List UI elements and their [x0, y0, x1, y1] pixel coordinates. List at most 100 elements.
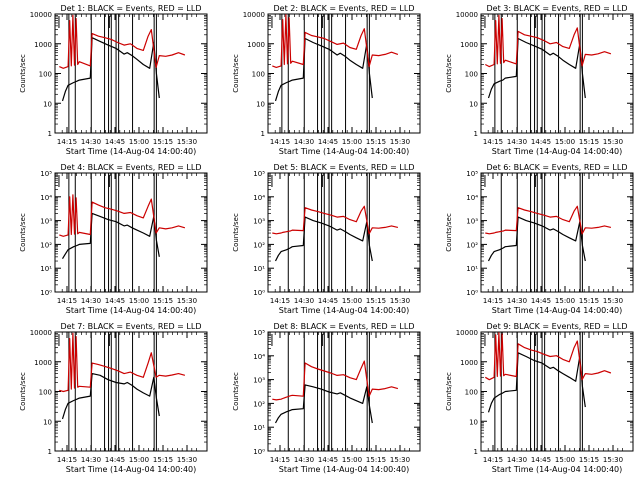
x-tick-label: 15:00 [555, 297, 575, 305]
events-series-line [61, 37, 160, 102]
x-tick-label: 15:15 [579, 138, 599, 146]
lld-series-line [272, 14, 399, 69]
y-tick-label: 1 [474, 448, 478, 456]
x-tick-label: 14:45 [105, 297, 125, 305]
y-tick-label: 1000 [34, 41, 52, 49]
x-tick-label: 14:30 [507, 456, 527, 464]
y-axis-label: Counts/sec [19, 372, 27, 411]
y-tick-label: 10⁰ [253, 289, 265, 297]
x-tick-label: 15:00 [129, 138, 149, 146]
y-tick-label: 10⁴ [40, 194, 52, 202]
plot-area [58, 332, 186, 451]
x-tick-label: 15:30 [390, 297, 410, 305]
x-tick-label: 15:00 [129, 297, 149, 305]
panel-title: Det 2: BLACK = Events, RED = LLD [274, 4, 415, 13]
y-tick-label: 10¹ [466, 265, 478, 273]
y-tick-label: 10¹ [253, 424, 265, 432]
detector-panel-2: 1 10 100 1000 10000 14:15 14:30 14:45 15:00 15:15… [232, 4, 421, 156]
x-tick-label: 14:30 [81, 138, 101, 146]
y-tick-label: 10⁵ [253, 170, 265, 178]
y-axis-label: Counts/sec [445, 213, 453, 252]
x-tick-label: 15:15 [366, 297, 386, 305]
y-tick-label: 1 [261, 130, 265, 138]
y-tick-label: 10² [253, 400, 265, 408]
y-tick-label: 1 [474, 130, 478, 138]
panel-title: Det 6: BLACK = Events, RED = LLD [487, 163, 628, 172]
y-tick-label: 100 [39, 71, 52, 79]
panel-title: Det 9: BLACK = Events, RED = LLD [487, 322, 628, 331]
x-tick-label: 14:15 [270, 456, 290, 464]
x-axis-label: Start Time (14-Aug-04 14:00:40) [279, 306, 410, 315]
x-axis-label: Start Time (14-Aug-04 14:00:40) [66, 147, 197, 156]
y-tick-label: 10¹ [40, 265, 52, 273]
y-tick-label: 10 [469, 100, 478, 108]
plot-area [58, 14, 186, 133]
x-tick-label: 15:30 [603, 297, 623, 305]
y-tick-label: 10² [466, 241, 478, 249]
x-tick-label: 14:45 [318, 456, 338, 464]
y-tick-label: 10⁰ [40, 289, 52, 297]
x-tick-label: 15:00 [555, 456, 575, 464]
y-tick-label: 10² [253, 241, 265, 249]
events-series-line [487, 352, 586, 413]
y-tick-label: 10¹ [253, 265, 265, 273]
y-tick-label: 10³ [253, 377, 265, 385]
lld-series-line [59, 332, 186, 393]
x-tick-label: 14:15 [57, 297, 77, 305]
x-tick-label: 14:15 [270, 297, 290, 305]
panel-title: Det 8: BLACK = Events, RED = LLD [274, 322, 415, 331]
lld-series-line [59, 14, 186, 69]
y-tick-label: 100 [252, 71, 265, 79]
events-series-line [274, 216, 373, 262]
y-tick-label: 10000 [30, 329, 52, 337]
y-tick-label: 10000 [243, 11, 265, 19]
plot-frame [267, 331, 421, 452]
y-tick-label: 1 [48, 448, 52, 456]
x-tick-label: 14:30 [507, 297, 527, 305]
events-series-line [61, 373, 160, 420]
x-tick-label: 14:45 [531, 138, 551, 146]
x-axis-label: Start Time (14-Aug-04 14:00:40) [279, 465, 410, 474]
detector-panel-7: 1 10 100 1000 10000 14:15 14:30 14:45 15:00 15:15… [19, 322, 208, 474]
y-tick-label: 10000 [456, 329, 478, 337]
plot-area [58, 173, 186, 292]
y-tick-label: 10 [43, 418, 52, 426]
y-tick-label: 10⁵ [253, 329, 265, 337]
plot-frame [480, 331, 634, 452]
lld-series-line [272, 205, 399, 235]
y-axis-label: Counts/sec [232, 54, 240, 93]
x-tick-label: 14:45 [105, 138, 125, 146]
x-tick-label: 14:15 [483, 297, 503, 305]
x-tick-label: 15:30 [603, 138, 623, 146]
plot-frame [480, 13, 634, 134]
x-tick-label: 14:15 [57, 138, 77, 146]
y-tick-label: 1000 [460, 359, 478, 367]
x-tick-label: 15:30 [177, 456, 197, 464]
y-axis-label: Counts/sec [19, 54, 27, 93]
x-axis-label: Start Time (14-Aug-04 14:00:40) [66, 465, 197, 474]
plot-frame [267, 13, 421, 134]
x-tick-label: 14:45 [318, 138, 338, 146]
y-tick-label: 10⁵ [40, 170, 52, 178]
x-tick-label: 14:45 [531, 456, 551, 464]
plot-frame [54, 13, 208, 134]
plot-frame [54, 331, 208, 452]
x-tick-label: 15:00 [342, 297, 362, 305]
x-tick-label: 15:15 [366, 138, 386, 146]
y-tick-label: 10³ [253, 218, 265, 226]
plot-frame [480, 172, 634, 293]
x-tick-label: 15:30 [390, 456, 410, 464]
y-tick-label: 1 [48, 130, 52, 138]
x-tick-label: 15:15 [153, 138, 173, 146]
events-series-line [487, 216, 586, 262]
x-axis-label: Start Time (14-Aug-04 14:00:40) [492, 465, 623, 474]
y-tick-label: 10² [40, 241, 52, 249]
x-tick-label: 14:30 [81, 297, 101, 305]
y-tick-label: 1000 [247, 41, 265, 49]
x-tick-label: 14:15 [270, 138, 290, 146]
events-series-line [274, 37, 373, 102]
y-axis-label: Counts/sec [445, 372, 453, 411]
x-tick-label: 15:30 [177, 138, 197, 146]
y-tick-label: 10000 [30, 11, 52, 19]
